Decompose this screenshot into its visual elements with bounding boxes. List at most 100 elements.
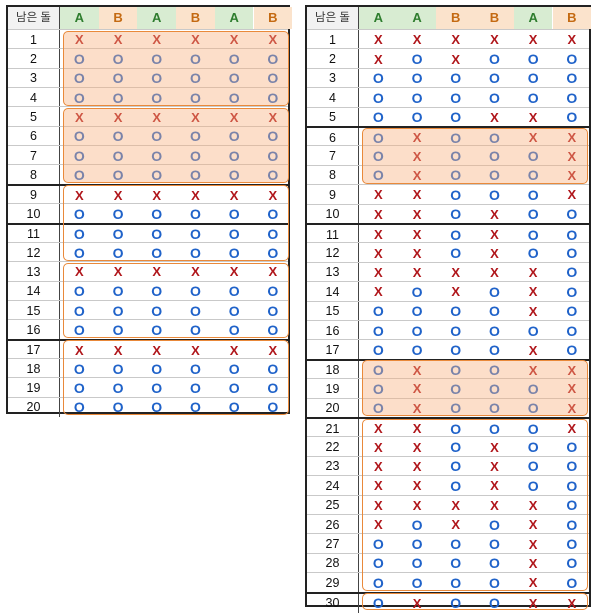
win-mark: O xyxy=(488,342,500,359)
win-mark: O xyxy=(372,322,384,339)
win-mark: O xyxy=(527,226,539,243)
table-row: 23 X X O X O O xyxy=(307,455,589,477)
win-mark: O xyxy=(566,245,578,262)
win-mark: O xyxy=(151,360,163,377)
win-mark: O xyxy=(411,555,423,572)
lose-mark: X xyxy=(374,517,383,533)
win-mark: O xyxy=(73,302,85,319)
win-mark: O xyxy=(566,477,578,494)
lose-mark: X xyxy=(75,32,84,48)
win-mark: O xyxy=(151,302,163,319)
win-mark: O xyxy=(527,148,539,165)
win-mark: O xyxy=(488,186,500,203)
row-number: 19 xyxy=(8,378,60,398)
win-mark: O xyxy=(488,303,500,320)
win-mark: O xyxy=(566,303,578,320)
lose-mark: X xyxy=(567,381,577,397)
win-mark: O xyxy=(372,536,384,553)
row-number: 1 xyxy=(8,30,60,50)
row-number: 6 xyxy=(307,128,359,148)
win-mark: O xyxy=(73,128,85,145)
lose-mark: X xyxy=(567,32,577,48)
lose-mark: X xyxy=(229,109,239,125)
win-mark: O xyxy=(73,283,85,300)
win-mark: O xyxy=(112,399,124,416)
win-mark: O xyxy=(372,109,384,126)
header-player-b: B xyxy=(436,7,476,29)
row-number: 7 xyxy=(8,146,60,166)
win-mark: O xyxy=(372,380,384,397)
win-mark: O xyxy=(372,89,384,106)
win-mark: O xyxy=(189,51,201,68)
row-number: 14 xyxy=(307,282,359,302)
header-remaining-stones: 남은 돌 xyxy=(307,7,359,29)
win-mark: O xyxy=(566,322,578,339)
win-mark: O xyxy=(228,70,240,87)
win-mark: O xyxy=(488,148,500,165)
lose-mark: X xyxy=(113,264,123,280)
win-mark: O xyxy=(566,555,578,572)
lose-mark: X xyxy=(412,227,422,243)
lose-mark: X xyxy=(528,517,538,533)
win-mark: O xyxy=(151,70,163,87)
win-mark: O xyxy=(566,70,578,87)
win-mark: O xyxy=(527,245,539,262)
table-row: 18 O O O O O O xyxy=(8,357,288,379)
win-mark: O xyxy=(228,283,240,300)
win-mark: O xyxy=(151,283,163,300)
win-mark: O xyxy=(566,458,578,475)
table-row: 28 O O O O X O xyxy=(307,552,589,574)
win-mark: O xyxy=(151,147,163,164)
table-row: 11 O O O O O O xyxy=(8,222,288,244)
lose-mark: X xyxy=(268,109,278,125)
lose-mark: X xyxy=(451,32,461,48)
win-mark: O xyxy=(488,362,500,379)
win-mark: O xyxy=(411,109,423,126)
lose-mark: X xyxy=(490,227,499,243)
win-mark: O xyxy=(527,167,539,184)
win-mark: O xyxy=(566,264,578,281)
lose-mark: X xyxy=(75,342,84,358)
win-mark: O xyxy=(73,51,85,68)
win-mark: O xyxy=(527,420,539,437)
win-mark: O xyxy=(73,399,85,416)
win-mark: O xyxy=(112,147,124,164)
win-mark: O xyxy=(450,322,462,339)
win-mark: O xyxy=(488,51,500,68)
row-number: 20 xyxy=(8,397,60,417)
row-number: 2 xyxy=(8,49,60,69)
win-mark: O xyxy=(267,147,279,164)
row-number: 30 xyxy=(307,593,359,613)
win-mark: O xyxy=(450,400,462,417)
lose-mark: X xyxy=(374,478,383,494)
win-mark: O xyxy=(488,129,500,146)
lose-mark: X xyxy=(191,32,200,48)
lose-mark: X xyxy=(374,284,383,300)
win-mark: O xyxy=(488,322,500,339)
lose-mark: X xyxy=(412,478,422,494)
lose-mark: X xyxy=(567,400,577,416)
lose-mark: X xyxy=(412,167,422,183)
win-mark: O xyxy=(411,516,423,533)
win-mark: O xyxy=(488,516,500,533)
win-mark: O xyxy=(372,362,384,379)
win-mark: O xyxy=(267,379,279,396)
row-number: 16 xyxy=(307,321,359,341)
lose-mark: X xyxy=(412,400,422,416)
win-mark: O xyxy=(488,555,500,572)
win-mark: O xyxy=(372,167,384,184)
table-row: 24 X X O X O O xyxy=(307,475,589,496)
win-mark: O xyxy=(189,89,201,106)
win-mark: O xyxy=(267,244,279,261)
header-player-a: A xyxy=(214,7,254,29)
header-player-a: A xyxy=(359,7,398,29)
win-mark: O xyxy=(450,167,462,184)
lose-mark: X xyxy=(152,32,162,48)
